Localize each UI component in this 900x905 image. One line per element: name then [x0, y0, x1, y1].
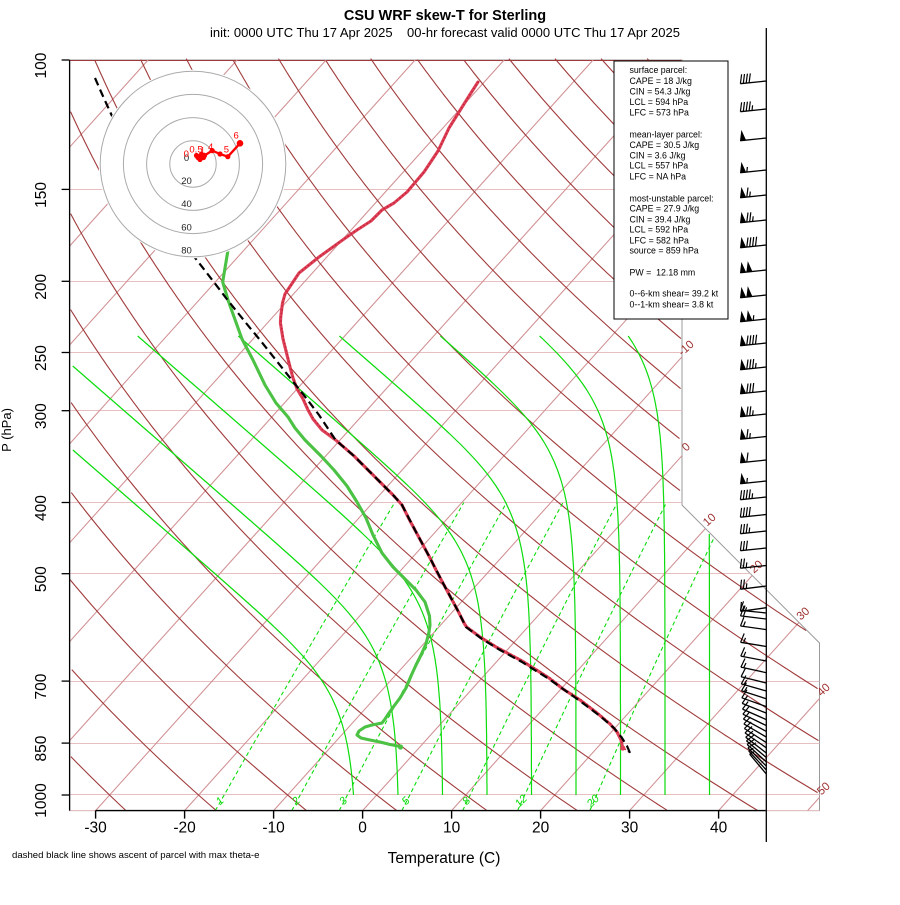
svg-text:250: 250	[33, 345, 50, 371]
svg-text:CIN = 3.6 J/kg: CIN = 3.6 J/kg	[630, 150, 686, 160]
svg-text:LFC = 582 hPa: LFC = 582 hPa	[630, 235, 690, 245]
svg-text:0: 0	[184, 153, 189, 164]
svg-text:200: 200	[33, 273, 50, 299]
svg-text:LFC = NA hPa: LFC = NA hPa	[630, 171, 687, 181]
svg-text:6: 6	[233, 130, 238, 141]
svg-text:mean-layer parcel:: mean-layer parcel:	[630, 130, 703, 140]
svg-text:850: 850	[33, 735, 50, 761]
svg-text:0--1-km shear= 3.8 kt: 0--1-km shear= 3.8 kt	[630, 299, 714, 309]
svg-text:300: 300	[33, 403, 50, 429]
svg-text:700: 700	[33, 673, 50, 699]
svg-text:80: 80	[181, 246, 192, 257]
svg-text:1: 1	[200, 146, 205, 157]
svg-text:100: 100	[33, 52, 50, 78]
svg-text:0.5: 0.5	[189, 145, 202, 156]
svg-text:CAPE = 27.9 J/kg: CAPE = 27.9 J/kg	[630, 204, 700, 214]
svg-text:source = 859 hPa: source = 859 hPa	[630, 246, 699, 256]
svg-text:0: 0	[358, 820, 367, 837]
svg-text:-10: -10	[262, 820, 285, 837]
svg-text:-20: -20	[173, 820, 196, 837]
svg-text:CIN = 39.4 J/kg: CIN = 39.4 J/kg	[630, 214, 691, 224]
svg-text:150: 150	[33, 182, 50, 208]
svg-text:400: 400	[33, 495, 50, 521]
svg-text:surface parcel:: surface parcel:	[630, 65, 688, 75]
svg-text:-30: -30	[84, 820, 107, 837]
svg-text:LFC = 573 hPa: LFC = 573 hPa	[630, 108, 690, 118]
svg-text:1000: 1000	[33, 783, 50, 818]
svg-text:60: 60	[181, 222, 192, 233]
svg-text:5: 5	[224, 145, 229, 156]
svg-text:PW = 12.18 mm: PW = 12.18 mm	[630, 268, 696, 278]
svg-text:CAPE = 18 J/kg: CAPE = 18 J/kg	[630, 76, 692, 86]
svg-text:4: 4	[208, 142, 213, 153]
svg-text:500: 500	[33, 566, 50, 592]
svg-text:dashed black line shows ascent: dashed black line shows ascent of parcel…	[12, 850, 259, 861]
svg-text:0--6-km shear= 39.2 kt: 0--6-km shear= 39.2 kt	[630, 289, 719, 299]
svg-text:LCL = 592 hPa: LCL = 592 hPa	[630, 225, 689, 235]
svg-text:10: 10	[443, 820, 461, 837]
svg-text:CAPE = 30.5 J/kg: CAPE = 30.5 J/kg	[630, 140, 700, 150]
svg-text:40: 40	[181, 199, 192, 210]
svg-text:most-unstable parcel:: most-unstable parcel:	[630, 193, 714, 203]
svg-text:CIN = 54.3 J/kg: CIN = 54.3 J/kg	[630, 87, 691, 97]
svg-text:LCL = 594 hPa: LCL = 594 hPa	[630, 97, 689, 107]
svg-text:20: 20	[532, 820, 550, 837]
svg-text:20: 20	[181, 176, 192, 187]
svg-text:Temperature (C): Temperature (C)	[388, 850, 501, 867]
svg-text:0: 0	[184, 149, 189, 160]
svg-text:30: 30	[621, 820, 639, 837]
svg-text:init: 0000 UTC Thu 17 Apr 2025: init: 0000 UTC Thu 17 Apr 2025 00-hr for…	[210, 25, 680, 40]
svg-text:40: 40	[710, 820, 728, 837]
svg-text:CSU WRF skew-T for Sterling: CSU WRF skew-T for Sterling	[344, 8, 546, 24]
svg-text:P (hPa): P (hPa)	[0, 408, 14, 452]
svg-text:LCL = 557 hPa: LCL = 557 hPa	[630, 161, 689, 171]
